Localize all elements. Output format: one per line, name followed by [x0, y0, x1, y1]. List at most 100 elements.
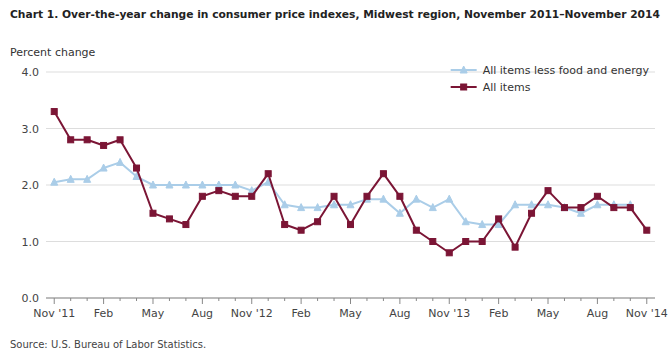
point	[298, 227, 304, 233]
point	[479, 221, 486, 228]
x-tick-label: Nov '11	[33, 307, 75, 320]
point	[396, 209, 403, 216]
point	[298, 204, 305, 211]
x-tick	[120, 298, 121, 301]
point	[51, 109, 57, 115]
x-tick	[449, 298, 450, 304]
x-tick	[202, 298, 203, 304]
x-tick	[548, 298, 549, 304]
x-tick	[152, 298, 153, 304]
x-tick-label: May	[339, 307, 362, 320]
x-tick-label: Nov '14	[626, 307, 668, 320]
point	[51, 178, 58, 185]
point	[134, 165, 140, 171]
point	[215, 181, 222, 188]
point	[117, 158, 124, 165]
grid-line	[46, 128, 655, 129]
x-tick-label: Feb	[94, 307, 113, 320]
point	[150, 210, 156, 216]
x-tick	[531, 298, 532, 301]
point	[429, 204, 436, 211]
plot-area	[51, 109, 650, 256]
x-tick	[70, 298, 71, 301]
x-tick	[251, 298, 252, 304]
point	[183, 222, 189, 228]
point	[644, 227, 650, 233]
point	[199, 193, 205, 199]
point	[100, 164, 107, 171]
x-tick	[185, 298, 186, 301]
x-tick	[383, 298, 384, 301]
point	[315, 219, 321, 225]
series	[51, 109, 650, 256]
point	[67, 175, 74, 182]
x-tick	[334, 298, 335, 301]
x-tick	[284, 298, 285, 301]
point	[68, 137, 74, 143]
point	[413, 227, 419, 233]
x-tick	[218, 298, 219, 301]
point	[561, 204, 568, 211]
y-tick-label: 4.0	[22, 66, 40, 79]
x-tick	[416, 298, 417, 301]
point	[462, 218, 469, 225]
x-tick	[350, 298, 351, 304]
x-tick-label: Feb	[489, 307, 508, 320]
chart: Chart 1. Over-the-year change in consume…	[0, 0, 670, 356]
x-tick-label: Aug	[587, 307, 608, 320]
x-tick	[268, 298, 269, 301]
point	[166, 181, 173, 188]
line	[54, 162, 630, 224]
point	[430, 239, 436, 245]
point	[479, 239, 485, 245]
x-tick	[646, 298, 647, 304]
y-axis-label: Percent change	[10, 46, 96, 59]
line	[54, 112, 647, 253]
x-tick	[580, 298, 581, 301]
title: Chart 1. Over-the-year change in consume…	[10, 8, 660, 21]
legend-label: All items	[483, 81, 531, 94]
x-tick	[136, 298, 137, 301]
point	[364, 193, 370, 199]
point	[446, 250, 452, 256]
x-tick-label: Feb	[291, 307, 310, 320]
y-tick-label: 1.0	[22, 236, 40, 249]
x-tick-label: May	[537, 307, 560, 320]
series	[51, 158, 634, 227]
x-tick-label: May	[142, 307, 165, 320]
point	[282, 222, 288, 228]
source: Source: U.S. Bureau of Labor Statistics.	[10, 339, 206, 350]
point	[594, 201, 601, 208]
grid-line	[46, 241, 655, 242]
point	[232, 181, 239, 188]
point	[232, 193, 238, 199]
point	[512, 244, 518, 250]
point	[512, 201, 519, 208]
point	[529, 210, 535, 216]
x-tick	[54, 298, 55, 304]
point	[331, 193, 337, 199]
x-tick	[366, 298, 367, 301]
y-tick-label: 0.0	[22, 292, 40, 305]
point	[413, 195, 420, 202]
x-tick-label: Aug	[192, 307, 213, 320]
x-tick	[564, 298, 565, 301]
point	[380, 195, 387, 202]
x-tick-label: Nov '12	[231, 307, 273, 320]
grid	[46, 72, 655, 298]
point	[84, 137, 90, 143]
point	[545, 188, 551, 194]
point	[314, 204, 321, 211]
x-tick	[597, 298, 598, 304]
legend-marker	[461, 84, 467, 90]
point	[347, 201, 354, 208]
legend-label: All items less food and energy	[483, 64, 650, 77]
point	[348, 222, 354, 228]
legend-marker	[460, 66, 467, 73]
point	[397, 193, 403, 199]
x-tick	[399, 298, 400, 304]
point	[84, 175, 91, 182]
x-tick	[103, 298, 104, 304]
point	[545, 201, 552, 208]
y-tick-label: 2.0	[22, 179, 40, 192]
